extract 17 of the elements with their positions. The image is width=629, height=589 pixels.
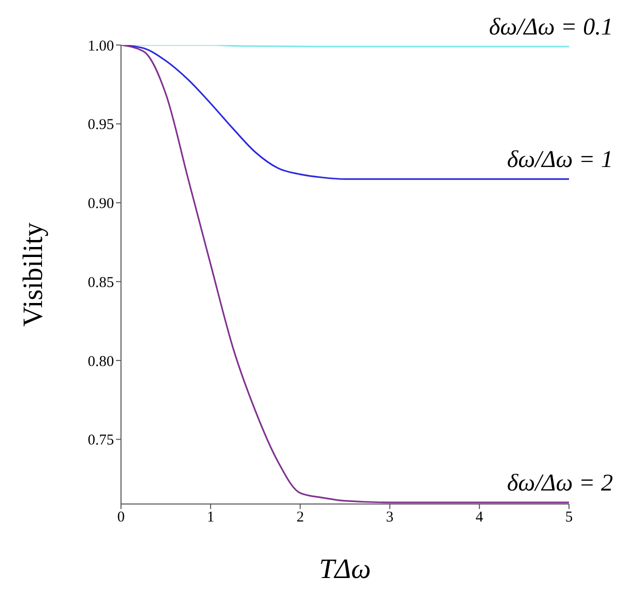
y-tick-label: 0.90 xyxy=(88,196,114,212)
y-tick-label: 0.80 xyxy=(88,354,114,370)
series-label: δω/Δω = 2 xyxy=(507,470,613,496)
y-tick-label: 1.00 xyxy=(88,38,114,54)
y-tick-label: 0.85 xyxy=(88,274,114,291)
x-axis-title: TΔω xyxy=(319,554,371,585)
x-tick-label: 3 xyxy=(386,510,394,526)
x-tick-label: 4 xyxy=(476,510,484,526)
series-label: δω/Δω = 0.1 xyxy=(489,14,613,41)
x-tick-label: 2 xyxy=(296,510,304,526)
x-tick-label: 5 xyxy=(565,510,573,526)
y-axis-title: Visibility xyxy=(18,222,49,327)
series-label: δω/Δω = 1 xyxy=(507,147,613,174)
y-tick-label: 0.75 xyxy=(88,432,114,449)
y-tick-label: 0.95 xyxy=(88,117,114,134)
x-tick-label: 0 xyxy=(117,510,125,526)
x-tick-label: 1 xyxy=(206,510,214,526)
